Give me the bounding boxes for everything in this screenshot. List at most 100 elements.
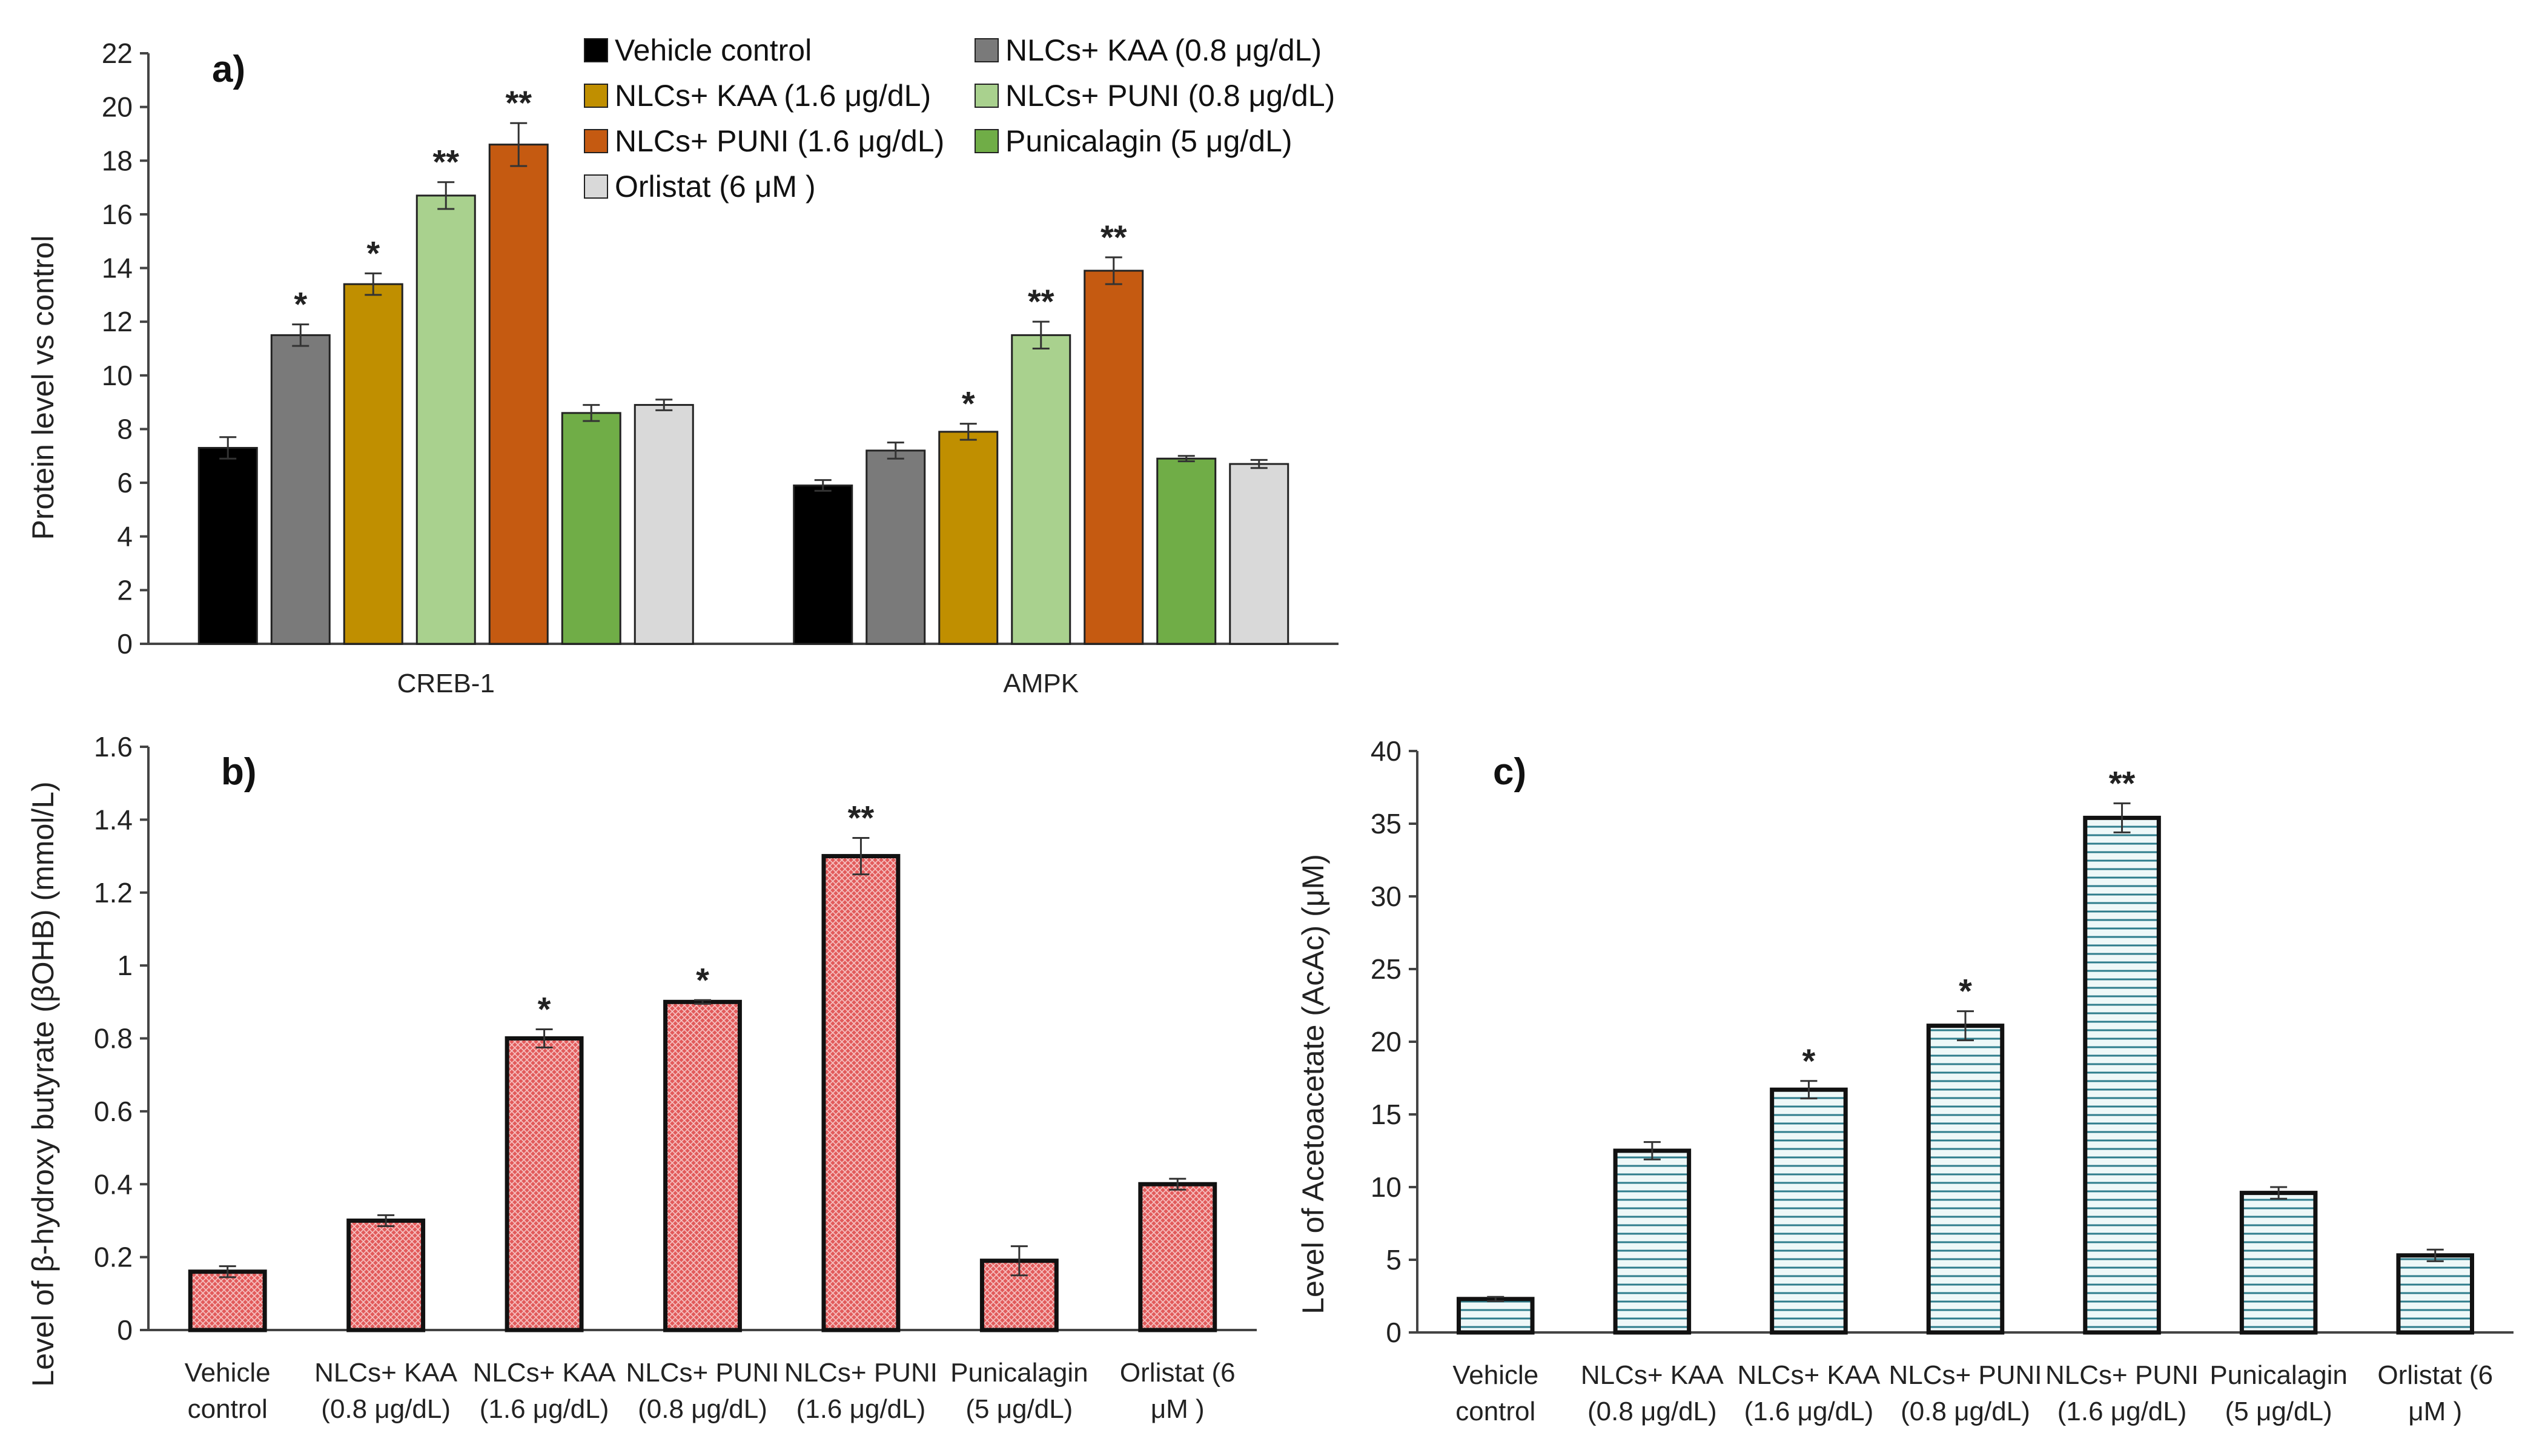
panel-c-significance-mark: * [1802, 1042, 1816, 1080]
panel-c-significance-mark: * [1959, 972, 1972, 1010]
panel-b-category-label: NLCs+ PUNI [626, 1358, 779, 1388]
panel-a-bar [1156, 457, 1217, 645]
panel-a-label: a) [212, 48, 245, 90]
panel-a-y-tick-label: 10 [102, 360, 133, 391]
panel-c-category-label: (0.8 μg/dL) [1901, 1397, 2030, 1426]
panel-a-chart: a) Protein level vs control Vehicle cont… [26, 33, 1339, 698]
panel-c-y-tick-label: 0 [1386, 1317, 1402, 1348]
panel-c-category-label: (5 μg/dL) [2225, 1397, 2332, 1426]
panel-a-y-axis-label: Protein level vs control [26, 235, 60, 540]
legend-swatch [975, 38, 999, 62]
panel-c-y-tick-label: 5 [1386, 1244, 1402, 1276]
panel-b-category-label: (1.6 μg/dL) [796, 1394, 926, 1424]
legend-swatch [584, 84, 608, 108]
panel-c-bar [2396, 1253, 2474, 1335]
panel-b-bars: Vehicle control NLCs+ KAA (0.8 μg/dL) * NLCs+… [185, 798, 1236, 1424]
panel-a-y-tick-label: 14 [102, 253, 133, 284]
panel-b-category-label: Vehicle [185, 1358, 271, 1388]
panel-c-category-label: (1.6 μg/dL) [2057, 1397, 2187, 1426]
panel-a-category-label: CREB-1 [397, 669, 495, 698]
panel-b-y-tick-label: 1.2 [94, 877, 133, 908]
panel-b-axes: 0 0.2 0.4 0.6 0.8 1 1.2 1.4 1.6 [94, 731, 1257, 1346]
panel-c-category-label: NLCs+ PUNI [2045, 1360, 2199, 1390]
panel-a-bar [1229, 463, 1289, 645]
panel-a-significance-mark: ** [1028, 282, 1054, 320]
panel-b-bar [505, 1036, 584, 1332]
panel-a-y-tick-label: 20 [102, 91, 133, 123]
panel-c-significance-mark: ** [2109, 764, 2136, 802]
panel-c-bar [1457, 1297, 1535, 1335]
legend-swatch [584, 38, 608, 62]
panel-c-y-tick-label: 15 [1371, 1099, 1402, 1130]
panel-a-bar [343, 283, 403, 645]
panel-c-category-label: NLCs+ KAA [1581, 1360, 1724, 1390]
panel-b-category-label: (5 μg/dL) [965, 1394, 1073, 1424]
panel-c-y-tick-label: 30 [1371, 881, 1402, 912]
panel-a-y-tick-label: 8 [117, 413, 133, 445]
legend-label: Punicalagin (5 μg/dL) [1005, 124, 1292, 158]
panel-a-y-tick-label: 18 [102, 145, 133, 176]
panel-b-y-tick-label: 0 [117, 1314, 133, 1346]
panel-c-label: c) [1493, 751, 1526, 793]
panel-b-category-label: Punicalagin [950, 1358, 1088, 1388]
panel-c-bar [2083, 815, 2161, 1335]
panel-b-y-axis-label: Level of β-hydroxy butyrate (βOHB) (mmol… [26, 781, 60, 1386]
panel-c-bar [1613, 1148, 1692, 1335]
panel-c-bars: Vehicle control NLCs+ KAA (0.8 μg/dL) * NLCs+… [1452, 764, 2493, 1426]
panel-b-significance-mark: * [696, 961, 709, 999]
panel-a-bar [938, 431, 999, 645]
panel-a-bar [488, 144, 549, 645]
panel-a-bar [1011, 334, 1071, 645]
panel-b-significance-mark: ** [848, 798, 875, 836]
panel-a-bar [1084, 270, 1144, 645]
panel-b-category-label: control [188, 1394, 268, 1424]
panel-b-category-label: (0.8 μg/dL) [638, 1394, 767, 1424]
panel-b-y-tick-label: 0.8 [94, 1023, 133, 1054]
panel-b-y-tick-label: 0.6 [94, 1096, 133, 1127]
panel-c-bar [1770, 1087, 1848, 1335]
panel-a-y-tick-label: 22 [102, 38, 133, 69]
legend-label: Vehicle control [615, 33, 812, 67]
panel-b-category-label: (0.8 μg/dL) [321, 1394, 451, 1424]
panel-a-significance-mark: * [366, 234, 380, 272]
legend-swatch [584, 129, 608, 153]
panel-b-category-label: NLCs+ KAA [314, 1358, 458, 1388]
legend-label: NLCs+ PUNI (1.6 μg/dL) [615, 124, 944, 158]
legend-label: Orlistat (6 μM ) [615, 170, 816, 204]
panel-c-category-label: (1.6 μg/dL) [1744, 1397, 1874, 1426]
panel-a-bar [634, 404, 694, 645]
legend-swatch [975, 84, 999, 108]
panel-a-significance-mark: * [962, 385, 975, 423]
panel-a-bar [415, 194, 476, 645]
panel-c-y-axis-label: Level of Acetoacetate (AcAc) (μM) [1296, 854, 1330, 1314]
legend-swatch [584, 174, 608, 199]
panel-a-significance-mark: ** [505, 84, 532, 122]
panel-a-y-tick-label: 6 [117, 467, 133, 498]
panel-b-y-tick-label: 0.2 [94, 1242, 133, 1273]
panel-a-legend: Vehicle control NLCs+ KAA (0.8 μg/dL) NLCs… [584, 33, 1335, 204]
panel-a-bars: CREB-1******AMPK***** [197, 84, 1289, 698]
panel-a-significance-mark: * [294, 285, 307, 323]
panel-b-y-tick-label: 1 [117, 950, 133, 981]
panel-a-category-label: AMPK [1003, 669, 1079, 698]
panel-c-category-label: Punicalagin [2209, 1360, 2348, 1390]
panel-b-label: b) [221, 751, 257, 793]
legend-label: NLCs+ PUNI (0.8 μg/dL) [1005, 79, 1335, 113]
panel-b-y-tick-label: 1.6 [94, 731, 133, 763]
panel-c-category-label: (0.8 μg/dL) [1587, 1397, 1717, 1426]
panel-a-significance-mark: ** [432, 143, 459, 181]
panel-c-bar [1926, 1024, 2005, 1335]
panel-c-category-label: Orlistat (6 [2377, 1360, 2493, 1390]
panel-c-category-label: Vehicle [1452, 1360, 1538, 1390]
panel-a-bar [865, 449, 926, 645]
panel-a-y-tick-label: 16 [102, 199, 133, 230]
panel-a-bar [793, 485, 853, 645]
panel-b-bar [821, 854, 901, 1332]
legend-label: NLCs+ KAA (1.6 μg/dL) [615, 79, 931, 113]
panel-a-bar [197, 446, 258, 645]
panel-b-significance-mark: * [538, 990, 551, 1028]
panel-c-y-tick-label: 35 [1371, 808, 1402, 839]
panel-b-y-tick-label: 1.4 [94, 804, 133, 835]
panel-b-y-tick-label: 0.4 [94, 1168, 133, 1200]
